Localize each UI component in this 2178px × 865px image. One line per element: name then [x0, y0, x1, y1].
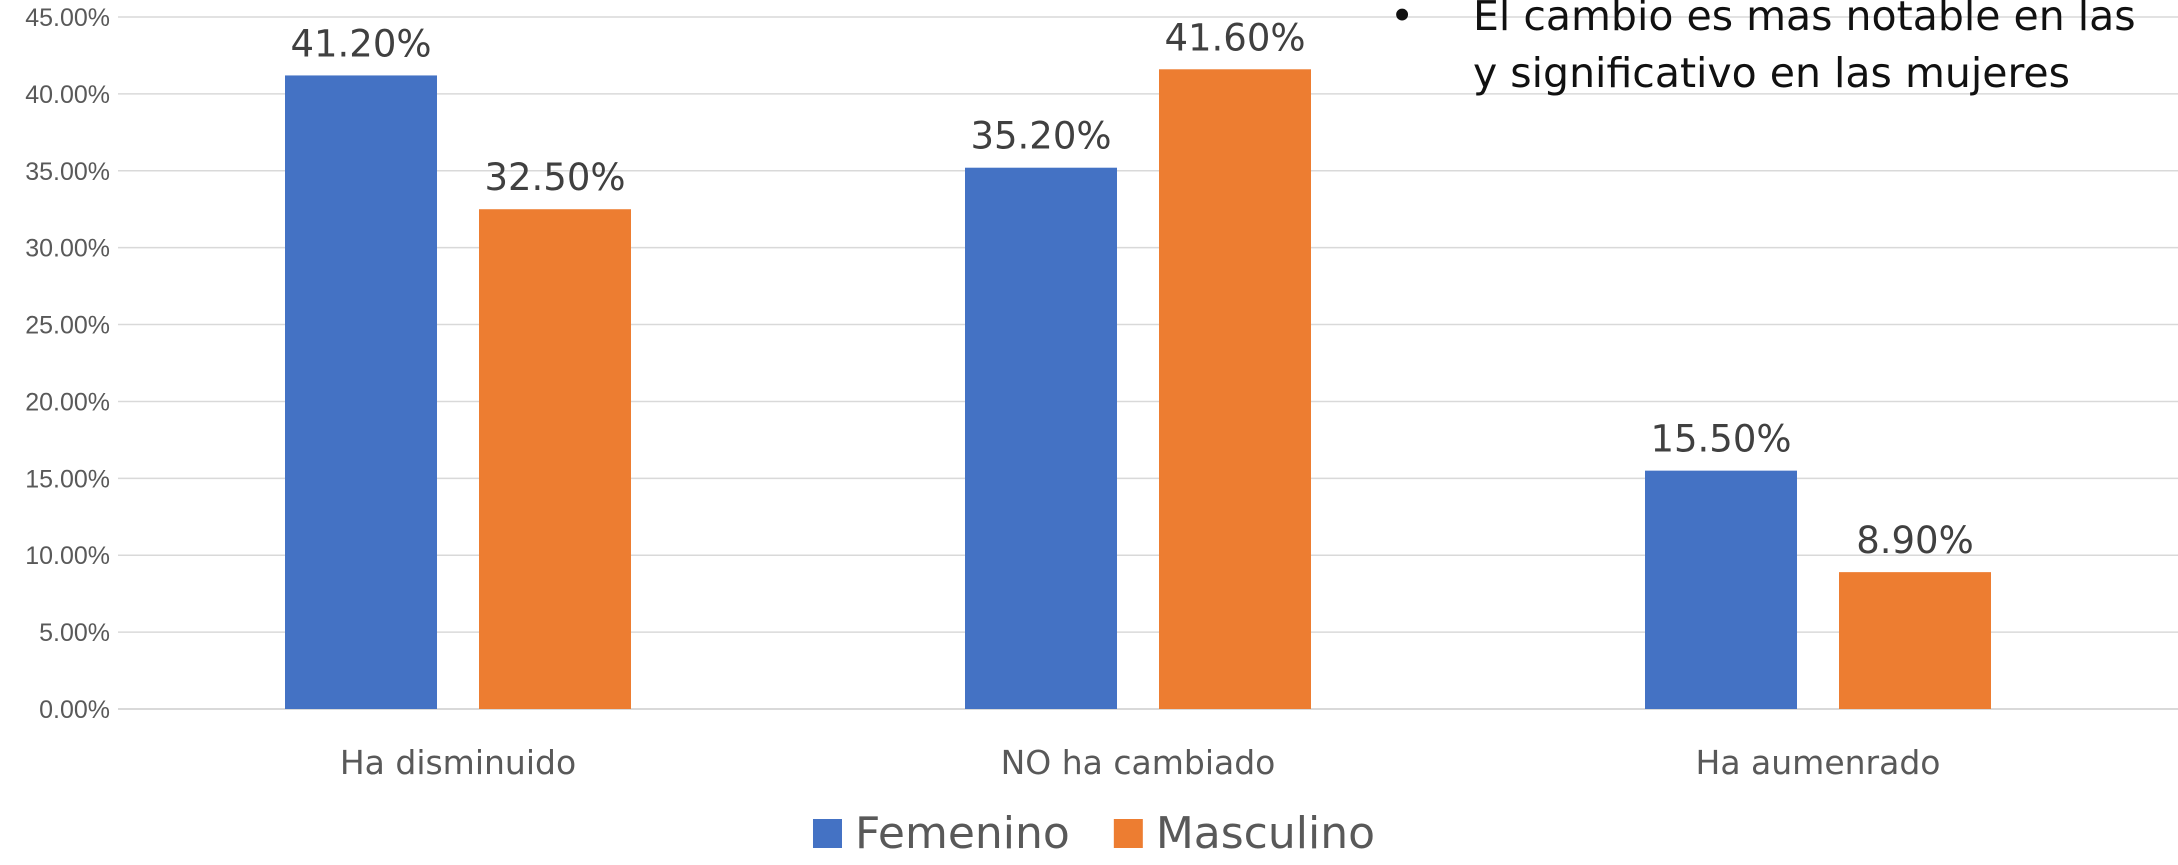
gridlines [118, 16, 2178, 710]
legend: Femenino Masculino [812, 808, 1375, 859]
bar-masculino [1839, 572, 1991, 709]
y-tick-label: 45.00% [25, 4, 110, 32]
bar-femenino [285, 75, 437, 710]
y-tick-label: 35.00% [25, 158, 110, 186]
x-axis-categories: Ha disminuido NO ha cambiado Ha aumenrado [340, 743, 1941, 782]
bars [285, 69, 1991, 710]
legend-label-femenino: Femenino [855, 808, 1070, 859]
annotation-note: • El cambio es mas notable en las y sign… [1390, 0, 2151, 102]
data-labels: 41.20% 32.50% 35.20% 41.60% 15.50% 8.90% [290, 16, 1973, 562]
y-tick-label: 25.00% [25, 312, 110, 340]
legend-swatch-femenino [812, 819, 842, 848]
category-label: NO ha cambiado [1001, 743, 1276, 782]
y-tick-label: 15.00% [25, 465, 110, 493]
y-tick-label: 20.00% [25, 388, 110, 416]
bar-femenino [965, 167, 1117, 710]
category-label: Ha disminuido [340, 743, 576, 782]
y-tick-label: 0.00% [39, 696, 110, 724]
y-tick-label: 10.00% [25, 542, 110, 570]
y-tick-label: 40.00% [25, 81, 110, 109]
bar-masculino [479, 209, 631, 709]
data-label: 41.60% [1164, 16, 1305, 59]
data-label: 32.50% [484, 156, 625, 199]
category-label: Ha aumenrado [1696, 743, 1941, 782]
data-label: 41.20% [290, 22, 431, 65]
y-tick-label: 5.00% [39, 619, 110, 647]
legend-swatch-masculino [1113, 819, 1143, 848]
bar-masculino [1159, 69, 1311, 710]
annotation-line-1: El cambio es mas notable en las [1473, 0, 2136, 40]
bar-femenino [1645, 470, 1797, 709]
data-label: 8.90% [1856, 519, 1974, 562]
annotation-line-2: y significativo en las mujeres [1473, 49, 2071, 97]
y-tick-label: 30.00% [25, 235, 110, 263]
annotation-bullet: • [1390, 0, 1415, 40]
legend-label-masculino: Masculino [1156, 808, 1375, 859]
y-axis-ticks: 0.00% 5.00% 10.00% 15.00% 20.00% 25.00% 30.00%… [25, 4, 110, 724]
data-label: 15.50% [1650, 418, 1791, 461]
data-label: 35.20% [970, 115, 1111, 158]
